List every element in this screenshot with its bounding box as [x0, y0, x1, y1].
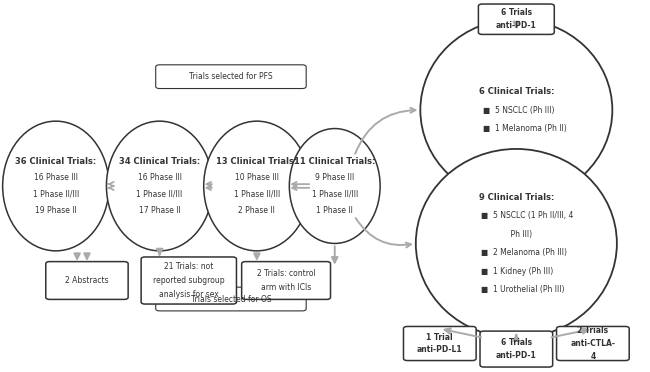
Ellipse shape	[107, 121, 213, 251]
Text: ■  1 Kidney (Ph III): ■ 1 Kidney (Ph III)	[481, 267, 553, 276]
Text: 2 Trials: control: 2 Trials: control	[257, 269, 315, 278]
Ellipse shape	[3, 121, 109, 251]
Text: ■  1 Urothelial (Ph III): ■ 1 Urothelial (Ph III)	[481, 285, 565, 294]
Text: 4: 4	[590, 352, 595, 361]
Text: 17 Phase II: 17 Phase II	[138, 206, 181, 215]
FancyBboxPatch shape	[480, 331, 552, 367]
Text: 9 Clinical Trials:: 9 Clinical Trials:	[478, 193, 554, 202]
Ellipse shape	[421, 19, 612, 201]
Text: anti-PD-L1: anti-PD-L1	[417, 346, 463, 355]
Text: reported subgroup: reported subgroup	[153, 276, 225, 285]
Text: anti-CTLA-: anti-CTLA-	[571, 339, 616, 348]
Text: 19 Phase II: 19 Phase II	[35, 206, 77, 215]
Text: 1 Trial: 1 Trial	[426, 333, 453, 341]
Ellipse shape	[289, 129, 380, 243]
Text: 13 Clinical Trials:: 13 Clinical Trials:	[216, 157, 298, 166]
Text: 1 Phase II/III: 1 Phase II/III	[136, 190, 183, 199]
Text: 11 Clinical Trials:: 11 Clinical Trials:	[294, 157, 376, 166]
Text: 16 Phase III: 16 Phase III	[34, 173, 78, 182]
Text: 1 Phase II/III: 1 Phase II/III	[234, 190, 280, 199]
Text: 6 Trials: 6 Trials	[500, 338, 532, 347]
Text: 6 Trials: 6 Trials	[500, 8, 532, 17]
Text: anti-PD-1: anti-PD-1	[496, 351, 537, 360]
Text: analysis for sex: analysis for sex	[159, 290, 218, 299]
Ellipse shape	[416, 149, 617, 338]
Text: ■  5 NSCLC (1 Ph II/III, 4: ■ 5 NSCLC (1 Ph II/III, 4	[481, 211, 573, 220]
Text: Trials selected for PFS: Trials selected for PFS	[189, 72, 273, 81]
Text: ■  5 NSCLC (Ph III): ■ 5 NSCLC (Ph III)	[483, 106, 554, 115]
Ellipse shape	[203, 121, 310, 251]
Text: 16 Phase III: 16 Phase III	[138, 173, 181, 182]
Text: 34 Clinical Trials:: 34 Clinical Trials:	[119, 157, 200, 166]
Text: 9 Phase III: 9 Phase III	[315, 173, 354, 182]
FancyBboxPatch shape	[156, 287, 306, 311]
Text: ■  2 Melanoma (Ph III): ■ 2 Melanoma (Ph III)	[481, 248, 567, 257]
Text: arm with ICIs: arm with ICIs	[261, 283, 311, 292]
Text: 10 Phase III: 10 Phase III	[235, 173, 279, 182]
Text: 1 Phase II/III: 1 Phase II/III	[311, 190, 358, 199]
Text: 1 Phase II: 1 Phase II	[317, 206, 353, 215]
Text: 1 Phase II/III: 1 Phase II/III	[32, 190, 79, 199]
Text: 21 Trials: not: 21 Trials: not	[164, 262, 213, 271]
Text: Ph III): Ph III)	[500, 230, 532, 239]
FancyBboxPatch shape	[141, 257, 237, 304]
FancyBboxPatch shape	[478, 4, 554, 35]
FancyBboxPatch shape	[556, 327, 629, 360]
Text: anti-PD-1: anti-PD-1	[496, 21, 537, 30]
Text: ■  1 Melanoma (Ph II): ■ 1 Melanoma (Ph II)	[483, 124, 567, 133]
FancyBboxPatch shape	[46, 262, 128, 299]
Text: 6 Clinical Trials:: 6 Clinical Trials:	[478, 87, 554, 96]
Text: 2 Abstracts: 2 Abstracts	[65, 276, 109, 285]
FancyBboxPatch shape	[156, 65, 306, 89]
Text: 2 Phase II: 2 Phase II	[239, 206, 276, 215]
FancyBboxPatch shape	[242, 262, 330, 299]
Text: 2 Trials: 2 Trials	[577, 326, 608, 335]
Text: Trials selected for OS: Trials selected for OS	[190, 295, 271, 304]
FancyBboxPatch shape	[404, 327, 476, 360]
Text: 36 Clinical Trials:: 36 Clinical Trials:	[15, 157, 96, 166]
